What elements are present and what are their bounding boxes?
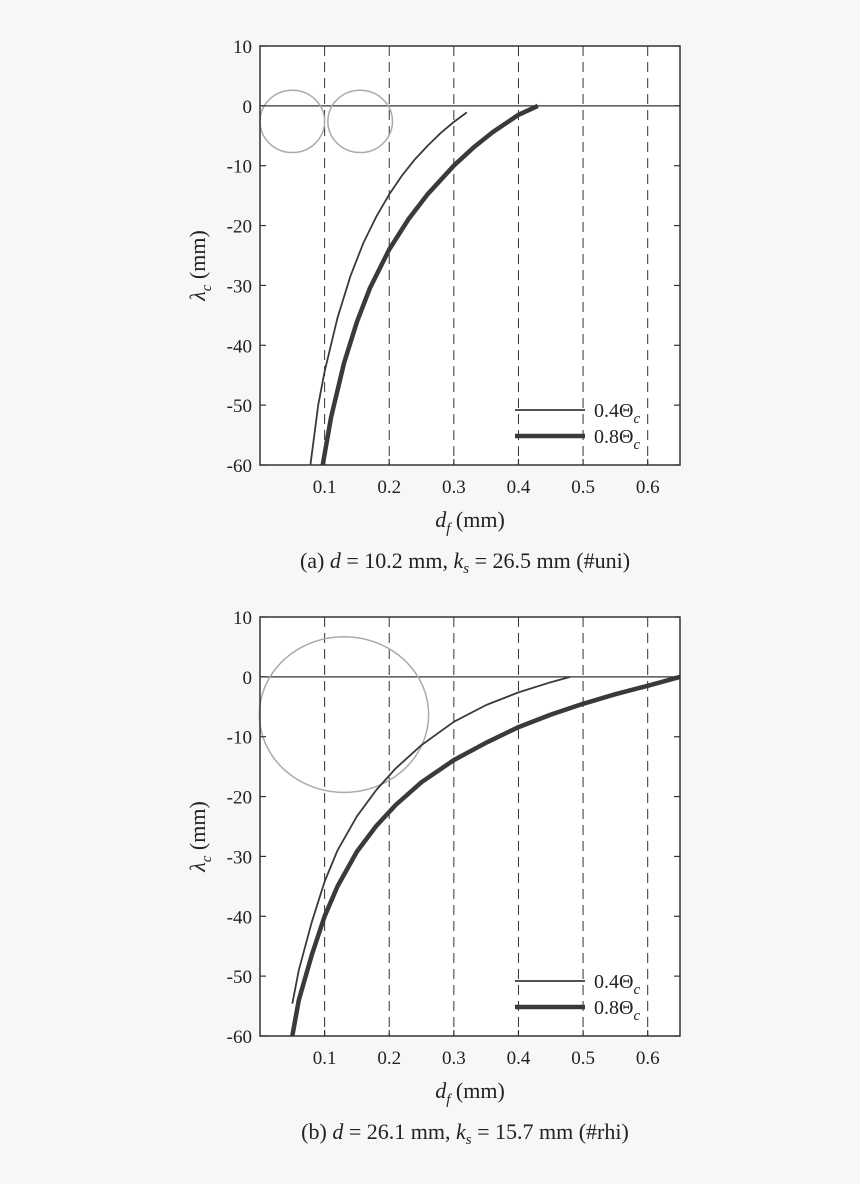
x-tick-label: 0.3	[442, 477, 466, 498]
legend-label-0.8: 0.8Θc	[594, 426, 640, 453]
chart-panel-b: 0.1 0.2 0.3 0.4 0.5 0.6 10 0 -10 -20 -30 -40 -50 -60 d…	[185, 608, 681, 1148]
figure-caption: (b) d = 26.1 mm, ks = 15.7 mm (#rhi)	[301, 1119, 629, 1148]
annotation-circle-1	[327, 89, 394, 154]
x-tick-label: 0.4	[507, 1048, 531, 1069]
y-tick-label: 10	[233, 608, 252, 629]
x-tick-label: 0.4	[507, 477, 531, 498]
axes-frame	[259, 45, 681, 466]
legend-label-0.8: 0.8Θc	[594, 997, 640, 1024]
y-tick-label: -60	[227, 456, 252, 477]
y-tick-label: 10	[233, 37, 252, 58]
figure-caption: (a) d = 10.2 mm, ks = 26.5 mm (#uni)	[300, 548, 630, 577]
y-tick-label: -10	[227, 157, 252, 178]
y-axis-label: λc (mm)	[185, 230, 215, 302]
y-tick-label: -30	[227, 276, 252, 297]
x-tick-label: 0.6	[636, 1048, 660, 1069]
x-tick-label: 0.2	[377, 477, 401, 498]
x-axis-label: df (mm)	[435, 507, 505, 537]
x-tick-label: 0.1	[313, 477, 337, 498]
axes-frame	[259, 616, 681, 1037]
y-tick-label: -10	[227, 728, 252, 749]
series-line-0.4	[309, 111, 468, 465]
x-tick-label: 0.1	[313, 1048, 337, 1069]
y-tick-label: -50	[227, 396, 252, 417]
y-tick-label: -40	[227, 336, 252, 357]
y-tick-label: -50	[227, 967, 252, 988]
y-tick-label: -20	[227, 788, 252, 809]
x-tick-label: 0.5	[571, 1048, 595, 1069]
plot-area	[260, 617, 680, 1036]
y-axis-label: λc (mm)	[185, 801, 215, 873]
y-tick-label: 0	[243, 668, 253, 689]
legend-label-0.4: 0.4Θc	[594, 971, 640, 998]
x-tick-label: 0.3	[442, 1048, 466, 1069]
series-line-0.4	[291, 676, 571, 1004]
y-tick-label: -40	[227, 907, 252, 928]
x-tick-label: 0.6	[636, 477, 660, 498]
x-tick-label: 0.5	[571, 477, 595, 498]
x-axis-label: df (mm)	[435, 1078, 505, 1108]
series-line-0.8	[320, 103, 539, 465]
y-tick-label: -20	[227, 217, 252, 238]
y-tick-label: -30	[227, 847, 252, 868]
x-tick-label: 0.2	[377, 1048, 401, 1069]
chart-panel-a: 0.1 0.2 0.3 0.4 0.5 0.6 10 0 -10 -20 -30 -40 -50 -60 d…	[185, 37, 681, 577]
y-tick-label: 0	[243, 97, 253, 118]
series-line-0.8	[290, 674, 680, 1036]
legend-label-0.4: 0.4Θc	[594, 400, 640, 427]
plot-area	[260, 46, 680, 465]
y-tick-label: -60	[227, 1027, 252, 1048]
